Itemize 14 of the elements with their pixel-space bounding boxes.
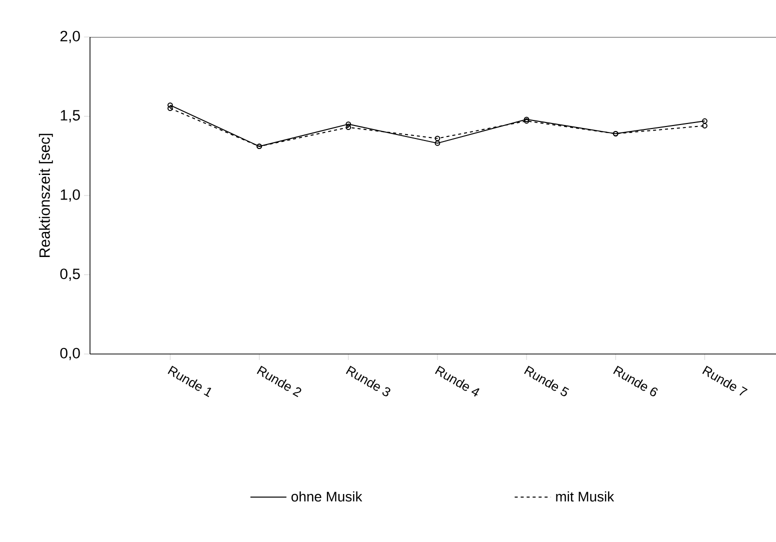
point xyxy=(346,124,352,130)
legend-label: mit Musik xyxy=(556,491,614,502)
point xyxy=(702,123,708,128)
point xyxy=(167,106,173,112)
y-tick-label: 0,0 xyxy=(60,348,80,360)
y-tick-label: 2,0 xyxy=(60,30,80,44)
y-tick-label: 1,0 xyxy=(60,189,80,202)
y-tick-label: 1,5 xyxy=(60,110,80,122)
point xyxy=(346,121,352,127)
legend-label: ohne Musik xyxy=(291,491,362,502)
point xyxy=(434,136,440,142)
y-tick-label: 0,5 xyxy=(60,268,80,281)
point xyxy=(434,140,440,146)
y-axis-title: Reaktionszeit [sec] xyxy=(38,134,53,257)
